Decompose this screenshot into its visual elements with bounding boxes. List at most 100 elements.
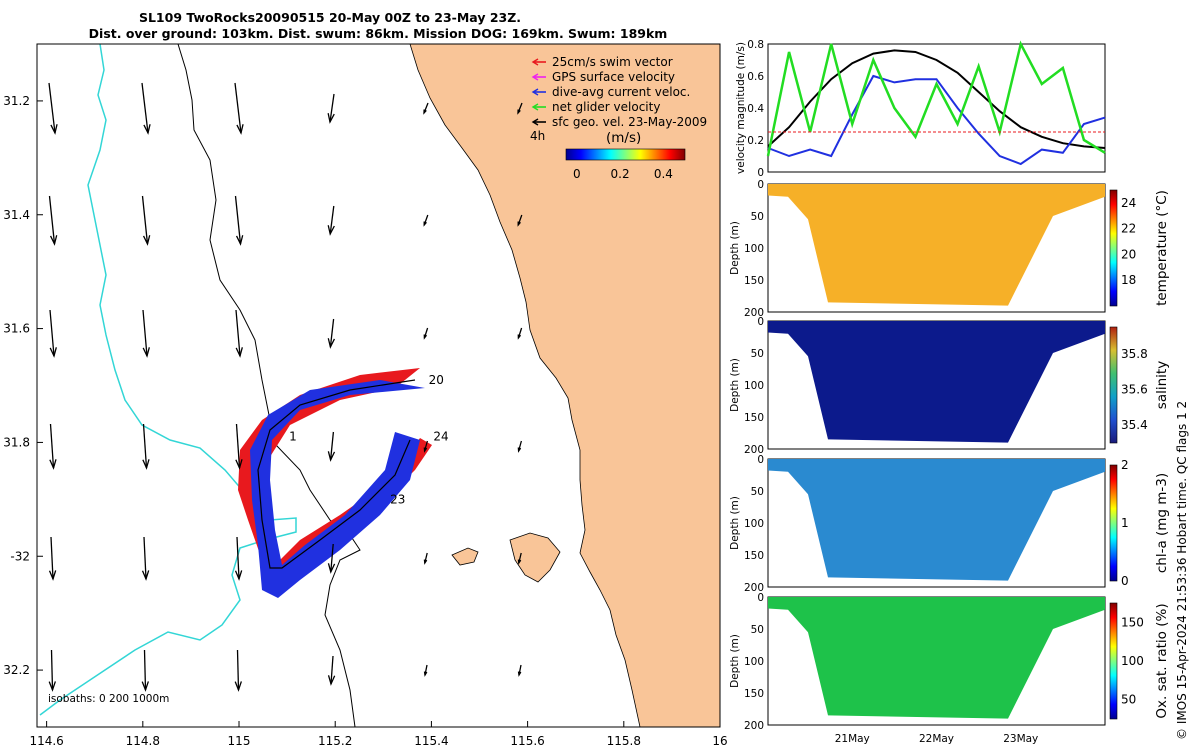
- map-ytick-label: -32: [10, 549, 30, 563]
- legend-note: 4h: [530, 129, 545, 143]
- map-xtick-label: 115.8: [607, 734, 641, 748]
- section-field: [768, 184, 1105, 306]
- geo-arrow: [141, 82, 151, 135]
- legend-entry: dive-avg current veloc.: [531, 85, 690, 99]
- geo-arrow: [327, 93, 335, 124]
- velocity-ytick-label: 0: [757, 167, 764, 179]
- section-ctick-label: 35.6: [1121, 382, 1148, 396]
- map-title-line2: Dist. over ground: 103km. Dist. swum: 86…: [89, 26, 668, 41]
- map-panel: SL109 TwoRocks20090515 20-May 00Z to 23-…: [3, 10, 727, 748]
- section-colorbar: [1109, 602, 1118, 720]
- legend-entry: GPS surface velocity: [531, 70, 675, 84]
- day-label: 23: [390, 492, 405, 506]
- section-ytick-label: 150: [744, 275, 764, 287]
- map-title-line1: SL109 TwoRocks20090515 20-May 00Z to 23-…: [139, 10, 521, 25]
- section-field: [768, 459, 1105, 581]
- section-colorbar: [1109, 464, 1118, 582]
- section-ctick-label: 35.8: [1121, 347, 1148, 361]
- glider-track: [238, 368, 432, 598]
- geo-arrow: [327, 205, 335, 236]
- velocity-ytick-label: 0.2: [747, 135, 764, 147]
- section-ctick-label: 35.4: [1121, 418, 1148, 432]
- map-xtick-label: 115.4: [414, 734, 448, 748]
- section-ytick-label: 50: [751, 211, 764, 223]
- geo-arrow: [141, 195, 151, 246]
- map-ytick-label: 32.2: [3, 663, 30, 677]
- geo-arrow: [234, 195, 244, 246]
- legend-label: dive-avg current veloc.: [552, 85, 690, 99]
- geo-arrow: [423, 552, 428, 565]
- geo-velocity-arrows: [48, 82, 523, 692]
- section-clabel: Ox. sat. ratio (%): [1154, 603, 1170, 718]
- geo-arrow: [141, 536, 150, 581]
- geo-arrow: [517, 552, 522, 565]
- section-chla: 0 50 100 150 200 Depth (m) 0 1 2 chl-a (mg m-3): [729, 454, 1170, 594]
- section-ctick-label: 2: [1121, 458, 1129, 472]
- geo-arrow: [141, 649, 149, 692]
- map-frame: [36, 43, 721, 728]
- section-clabel: temperature (°C): [1154, 190, 1170, 306]
- geo-arrow: [423, 327, 429, 340]
- section-oxygen: 0 50 100 150 200 Depth (m) 50 100 150 Ox. sat. ra…: [729, 592, 1170, 745]
- geo-arrow: [423, 664, 428, 677]
- map-axes: 114.6 114.8 115 115.2 115.4 115.6 115.8 16 31.2 3…: [3, 94, 727, 748]
- section-ytick-label: 150: [744, 688, 764, 700]
- section-ytick-label: 150: [744, 412, 764, 424]
- geo-arrow: [517, 440, 523, 453]
- section-clabel: chl-a (mg m-3): [1154, 473, 1170, 573]
- island-rottnest: [451, 547, 479, 566]
- section-ytick-label: 100: [744, 380, 764, 392]
- velocity-panel: 0 0.2 0.4 0.6 0.8 velocity magnitude (m/s): [735, 39, 1106, 179]
- velocity-series-line: [767, 74, 1106, 166]
- section-ctick-label: 18: [1121, 273, 1136, 287]
- day-label: 24: [433, 430, 448, 444]
- track-dive-avg-blue: [250, 380, 425, 598]
- section-ctick-label: 150: [1121, 615, 1144, 629]
- section-ctick-label: 50: [1121, 693, 1136, 707]
- geo-arrow: [48, 649, 56, 692]
- section-ylabel: Depth (m): [729, 358, 741, 412]
- velocity-series-line: [767, 49, 1106, 149]
- map-xtick-label: 114.6: [29, 734, 63, 748]
- legend-entry: net glider velocity: [531, 100, 660, 114]
- section-ctick-label: 100: [1121, 654, 1144, 668]
- section-ytick-label: 150: [744, 550, 764, 562]
- section-ytick-label: 100: [744, 518, 764, 530]
- velocity-ylabel: velocity magnitude (m/s): [735, 42, 747, 174]
- velocity-ytick-label: 0.6: [747, 71, 764, 83]
- colorbar-tick: 0.4: [654, 167, 673, 181]
- map-xtick-label: 115.6: [510, 734, 544, 748]
- velocity-series-line: [766, 40, 1106, 157]
- geo-arrow: [423, 214, 429, 227]
- section-xtick-label: 22May: [919, 733, 954, 745]
- velocity-ytick-label: 0.8: [747, 39, 764, 51]
- day-label: 20: [429, 373, 444, 387]
- section-ytick-label: 50: [751, 348, 764, 360]
- section-ytick-label: 0: [757, 179, 764, 191]
- island-garden: [509, 532, 561, 583]
- geo-arrow: [49, 423, 57, 470]
- legend-label: net glider velocity: [552, 100, 660, 114]
- legend-label: sfc geo. vel. 23-May-2009: [552, 115, 707, 129]
- map-ytick-label: 31.2: [3, 94, 30, 108]
- geo-arrow: [48, 536, 57, 581]
- section-ytick-label: 200: [744, 582, 764, 594]
- geo-arrow: [48, 82, 58, 135]
- land-mass: [409, 44, 720, 727]
- section-ytick-label: 0: [757, 316, 764, 328]
- geo-arrow: [517, 664, 522, 677]
- section-ytick-label: 100: [744, 656, 764, 668]
- geo-arrow: [327, 318, 336, 349]
- section-colorbar: [1109, 189, 1118, 307]
- section-ytick-label: 50: [751, 624, 764, 636]
- map-ytick-label: 31.4: [3, 208, 30, 222]
- section-ylabel: Depth (m): [729, 496, 741, 550]
- geo-arrow: [235, 423, 243, 470]
- legend-label: 25cm/s swim vector: [552, 55, 673, 69]
- velocity-ytick-label: 0.4: [747, 103, 764, 115]
- section-ctick-label: 22: [1121, 222, 1136, 236]
- section-ytick-label: 200: [744, 307, 764, 319]
- colorbar-unit: (m/s): [606, 130, 641, 146]
- colorbar-tick: 0.2: [611, 167, 630, 181]
